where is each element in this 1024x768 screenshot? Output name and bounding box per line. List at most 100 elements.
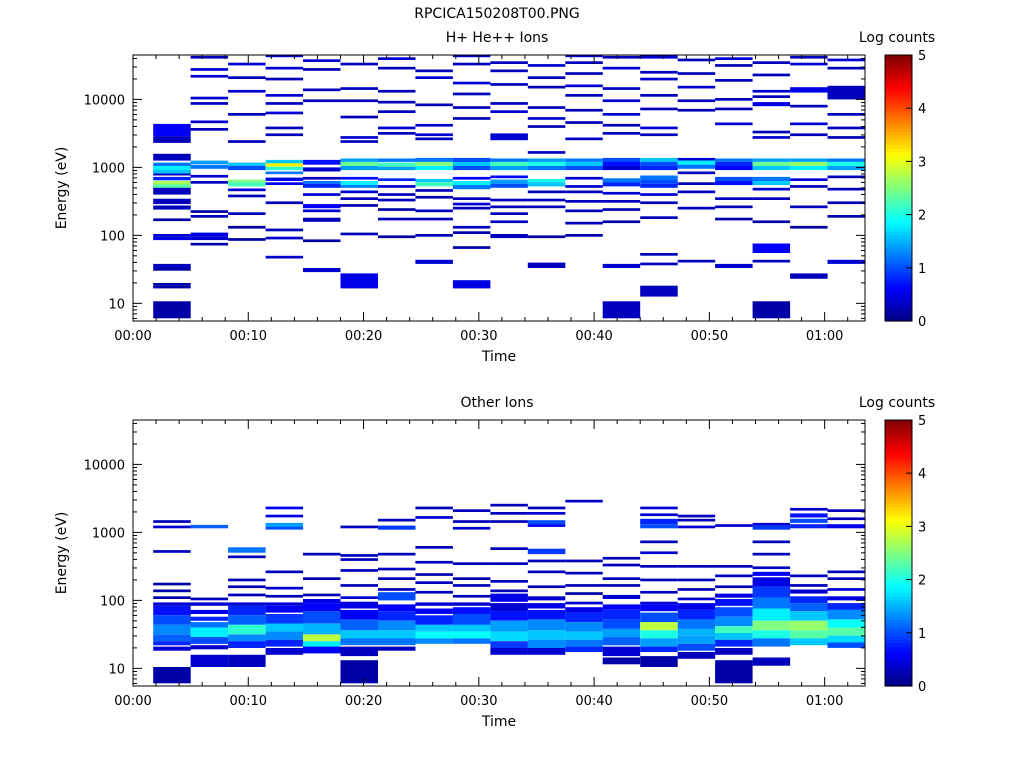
heatmap-cell xyxy=(452,206,491,210)
heatmap-cell xyxy=(490,102,528,105)
heatmap-cell xyxy=(677,518,716,522)
heatmap-cell xyxy=(190,524,229,529)
heatmap-cell xyxy=(490,512,528,515)
heatmap-cell xyxy=(827,517,865,521)
colorbar-segment xyxy=(885,267,912,272)
heatmap-cell xyxy=(303,552,341,556)
heatmap-cell xyxy=(715,585,753,589)
heatmap-cell xyxy=(340,62,378,66)
heatmap-cell xyxy=(303,611,341,624)
heatmap-cell xyxy=(827,85,865,100)
heatmap-cell xyxy=(228,62,266,66)
y-tick-label: 10 xyxy=(108,297,125,312)
colorbar-segment xyxy=(885,526,912,531)
heatmap-cell xyxy=(527,161,566,166)
heatmap-cell xyxy=(827,577,865,580)
heatmap-cell xyxy=(303,167,341,172)
colorbar-segment xyxy=(885,609,912,614)
heatmap-cell xyxy=(303,159,341,165)
heatmap-cell xyxy=(602,182,641,187)
heatmap-cell xyxy=(340,181,378,186)
colorbar-segment xyxy=(885,576,912,581)
colorbar-segment xyxy=(885,642,912,647)
colorbar-segment xyxy=(885,158,912,162)
colorbar-segment xyxy=(885,204,912,209)
x-tick-label: 01:00 xyxy=(806,329,843,344)
colorbar-segment xyxy=(885,659,912,664)
heatmap-cell xyxy=(640,551,678,555)
heatmap-cell xyxy=(677,160,716,165)
heatmap-cell xyxy=(565,571,603,575)
heatmap-cell xyxy=(153,520,191,523)
heatmap-cell xyxy=(378,525,416,530)
heatmap-cell xyxy=(827,113,865,116)
heatmap-cell xyxy=(752,73,791,77)
colorbar-segment xyxy=(885,489,912,494)
panel-title: Other Ions xyxy=(460,395,533,411)
heatmap-cell xyxy=(827,609,865,620)
heatmap-cell xyxy=(640,646,678,652)
heatmap-cell xyxy=(378,611,416,621)
heatmap-cell xyxy=(752,176,791,181)
heatmap-cell xyxy=(378,588,416,591)
heatmap-cell xyxy=(790,584,828,587)
heatmap-cell xyxy=(490,158,528,162)
heatmap-cell xyxy=(153,550,191,553)
heatmap-cell xyxy=(752,630,791,639)
colorbar-tick-label: 5 xyxy=(918,49,926,64)
heatmap-cell xyxy=(190,160,229,164)
heatmap-cell xyxy=(752,552,791,556)
heatmap-cell xyxy=(565,607,603,613)
heatmap-cell xyxy=(640,77,678,81)
heatmap-cell xyxy=(715,639,753,647)
x-tick-label: 00:50 xyxy=(691,329,728,344)
heatmap-cell xyxy=(340,161,378,166)
colorbar-segment xyxy=(885,114,912,119)
colorbar-segment xyxy=(885,586,912,591)
colorbar-segment xyxy=(885,297,912,302)
heatmap-cell xyxy=(490,179,528,184)
heatmap-cell xyxy=(640,656,678,667)
heatmap-cell xyxy=(752,95,791,98)
heatmap-cell xyxy=(602,166,641,171)
heatmap-cell xyxy=(265,614,304,624)
heatmap-cell xyxy=(602,604,641,610)
heatmap-cell xyxy=(640,540,678,544)
colorbar-segment xyxy=(885,493,912,498)
heatmap-cell xyxy=(452,185,491,190)
heatmap-cell xyxy=(190,627,229,638)
heatmap-cell xyxy=(415,546,453,549)
heatmap-cell xyxy=(303,641,341,647)
heatmap-cell xyxy=(153,582,191,586)
colorbar-segment xyxy=(885,281,912,286)
heatmap-cell xyxy=(153,301,191,319)
heatmap-cell xyxy=(565,108,603,112)
heatmap-cell xyxy=(715,599,753,606)
heatmap-cell xyxy=(490,520,528,523)
heatmap-cell xyxy=(602,113,641,116)
heatmap-cell xyxy=(490,547,528,550)
heatmap-cell xyxy=(153,646,191,651)
heatmap-cell xyxy=(415,516,453,519)
heatmap-cell xyxy=(640,506,678,510)
colorbar-segment xyxy=(885,536,912,541)
heatmap-cell xyxy=(790,630,828,639)
heatmap-cell xyxy=(790,161,828,166)
x-tick-label: 00:40 xyxy=(575,329,612,344)
heatmap-cell xyxy=(228,578,266,582)
heatmap-cell xyxy=(527,603,566,609)
colorbar-segment xyxy=(885,453,912,458)
heatmap-cell xyxy=(677,182,716,185)
heatmap-cell xyxy=(527,117,566,120)
heatmap-cell xyxy=(602,200,641,203)
heatmap-cell xyxy=(378,57,416,60)
heatmap-cell xyxy=(303,239,341,243)
colorbar-segment xyxy=(885,562,912,567)
colorbar-tick-label: 1 xyxy=(918,262,926,277)
heatmap-cell xyxy=(602,577,641,580)
heatmap-cell xyxy=(752,259,791,263)
heatmap-cell xyxy=(303,577,341,580)
heatmap-cell xyxy=(677,206,716,210)
heatmap-cell xyxy=(190,68,229,71)
heatmap-cell xyxy=(827,201,865,205)
